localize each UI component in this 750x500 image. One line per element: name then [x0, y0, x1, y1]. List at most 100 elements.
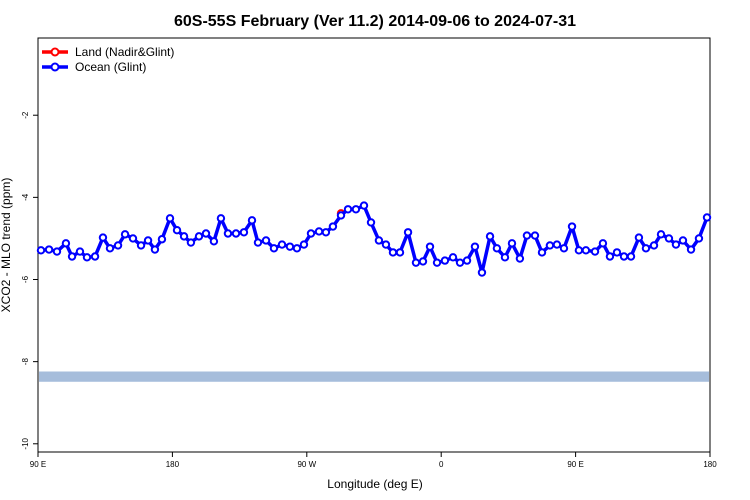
data-point [656, 230, 666, 239]
data-point [157, 235, 167, 244]
data-point [694, 234, 704, 243]
y-tick-label: -8 [21, 358, 30, 366]
data-point [44, 245, 54, 254]
data-point [343, 205, 353, 214]
data-point [328, 222, 338, 231]
data-point [336, 211, 346, 220]
data-point [462, 256, 472, 265]
data-point [574, 246, 584, 255]
data-point [306, 229, 316, 238]
plot-frame [37, 37, 711, 453]
data-point [374, 236, 384, 245]
data-point [36, 246, 46, 255]
data-point [545, 241, 555, 250]
data-point [634, 233, 644, 242]
data-point [500, 253, 510, 262]
data-point [269, 244, 279, 253]
data-point [253, 238, 263, 247]
data-point [261, 236, 271, 245]
data-point [432, 258, 442, 267]
data-point [321, 228, 331, 237]
data-point [67, 252, 77, 261]
data-point [590, 247, 600, 256]
data-point [598, 239, 608, 248]
x-tick-label: 0 [439, 460, 444, 469]
data-point [113, 241, 123, 250]
data-point [216, 214, 226, 223]
data-point [492, 244, 502, 253]
data-point [351, 205, 361, 214]
data-point [440, 256, 450, 265]
data-point [567, 222, 577, 231]
data-point [702, 213, 712, 222]
legend-marker [50, 47, 60, 57]
data-point [75, 247, 85, 256]
data-point [626, 252, 636, 261]
data-point [314, 227, 324, 236]
data-point [247, 216, 257, 225]
legend-marker [50, 62, 60, 72]
data-point [186, 238, 196, 247]
data-point [136, 241, 146, 250]
data-point [664, 234, 674, 243]
data-point [619, 252, 629, 261]
data-point [128, 234, 138, 243]
y-tick-label: -10 [21, 437, 30, 449]
data-point [239, 228, 249, 237]
data-point [98, 233, 108, 242]
data-point [641, 244, 651, 253]
data-point [359, 201, 369, 210]
data-point [201, 229, 211, 238]
data-point [194, 232, 204, 241]
data-point [612, 248, 622, 257]
data-point [649, 241, 659, 250]
data-point [671, 240, 681, 249]
y-tick-label: -6 [21, 275, 30, 283]
y-tick-label: -2 [21, 111, 30, 119]
data-point [403, 228, 413, 237]
data-point [537, 248, 547, 257]
data-point [143, 236, 153, 245]
data-point [299, 240, 309, 249]
x-tick-label: 90 E [567, 460, 583, 469]
x-tick-label: 90 W [297, 460, 316, 469]
data-point [82, 253, 92, 262]
data-point [366, 218, 376, 227]
data-point [678, 236, 688, 245]
legend-label: Land (Nadir&Glint) [75, 45, 174, 59]
data-point [150, 245, 160, 254]
data-point [209, 237, 219, 246]
x-tick-label: 90 E [30, 460, 46, 469]
data-point [559, 244, 569, 253]
data-point [277, 240, 287, 249]
band [39, 371, 709, 382]
data-point [285, 242, 295, 251]
data-point [605, 252, 615, 261]
data-point [418, 257, 428, 266]
y-tick-label: -4 [21, 193, 30, 201]
data-point [477, 268, 487, 277]
x-tick-label: 180 [703, 460, 717, 469]
data-point [179, 232, 189, 241]
x-tick-label: 180 [166, 460, 180, 469]
data-point [515, 254, 525, 263]
data-point [120, 230, 130, 239]
data-point [52, 247, 62, 256]
data-point [388, 248, 398, 257]
data-point [425, 242, 435, 251]
data-point [61, 239, 71, 248]
data-point [552, 240, 562, 249]
data-point [507, 239, 517, 248]
data-point [381, 240, 391, 249]
data-point [292, 244, 302, 253]
data-point [165, 214, 175, 223]
data-point [581, 246, 591, 255]
data-point [530, 231, 540, 240]
data-point [395, 248, 405, 257]
data-point [231, 229, 241, 238]
data-point [522, 231, 532, 240]
data-point [223, 229, 233, 238]
series-line [40, 203, 709, 275]
chart-title: 60S-55S February (Ver 11.2) 2014-09-06 t… [174, 13, 576, 30]
